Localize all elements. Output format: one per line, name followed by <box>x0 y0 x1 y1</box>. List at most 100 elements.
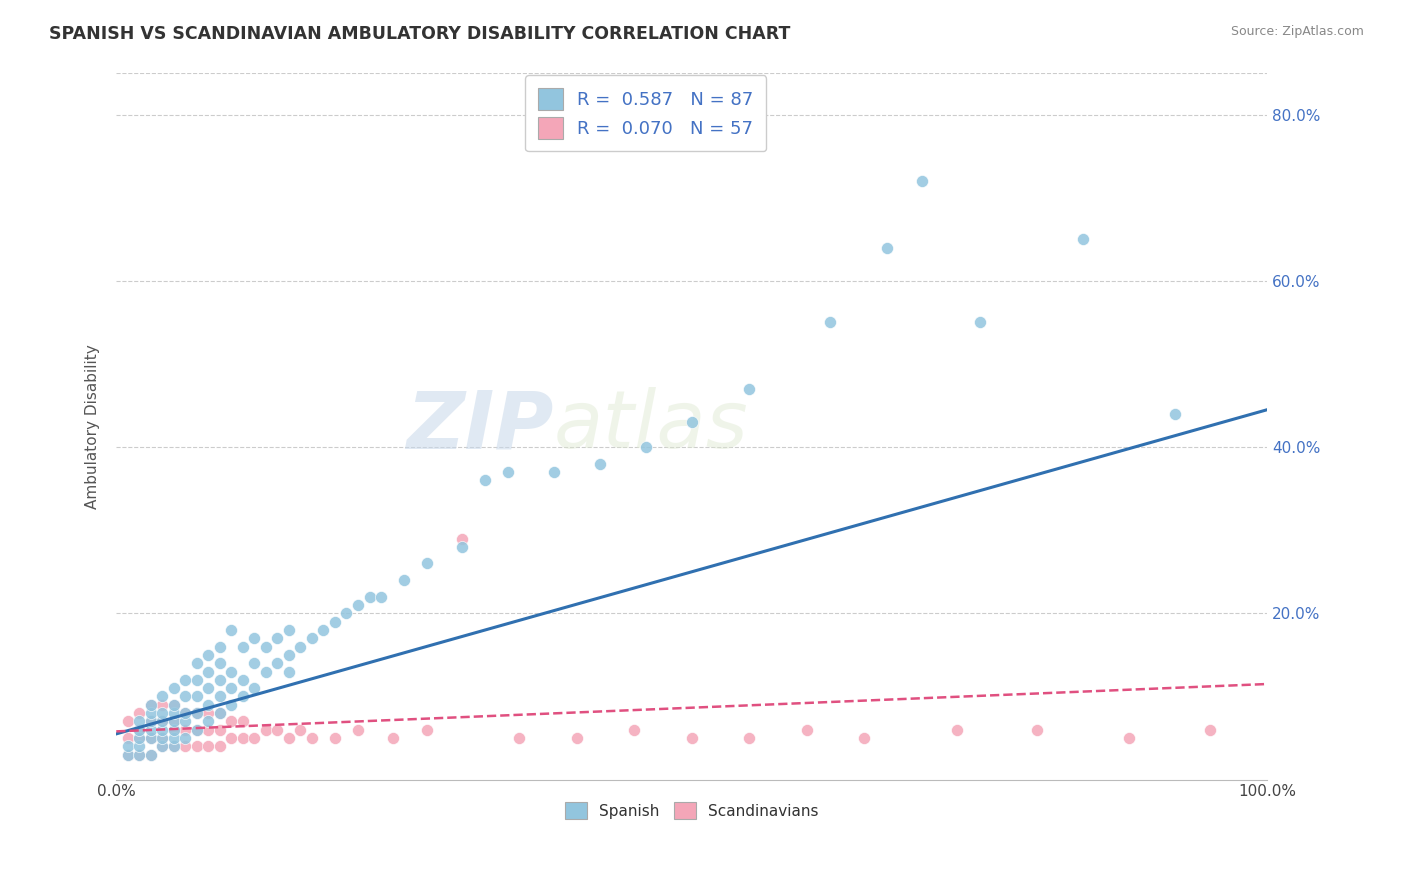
Text: ZIP: ZIP <box>406 387 554 466</box>
Point <box>392 573 415 587</box>
Point <box>139 747 162 762</box>
Point <box>208 690 231 704</box>
Point <box>277 665 299 679</box>
Point <box>163 723 186 737</box>
Point <box>543 465 565 479</box>
Point <box>128 739 150 754</box>
Point <box>163 714 186 729</box>
Point <box>347 723 370 737</box>
Point <box>163 723 186 737</box>
Point <box>197 648 219 662</box>
Point <box>186 723 208 737</box>
Point <box>186 723 208 737</box>
Point <box>232 640 254 654</box>
Point <box>370 590 392 604</box>
Point <box>174 723 197 737</box>
Point <box>163 698 186 712</box>
Point <box>359 590 381 604</box>
Point <box>301 731 323 745</box>
Point <box>117 747 139 762</box>
Point <box>197 706 219 720</box>
Point <box>208 739 231 754</box>
Point <box>163 706 186 720</box>
Point <box>416 723 439 737</box>
Point <box>150 731 173 745</box>
Point <box>208 706 231 720</box>
Point <box>163 698 186 712</box>
Point <box>197 714 219 729</box>
Point <box>139 731 162 745</box>
Point <box>197 681 219 695</box>
Point <box>139 706 162 720</box>
Point <box>150 690 173 704</box>
Point <box>139 714 162 729</box>
Point <box>450 540 472 554</box>
Point <box>243 657 266 671</box>
Point <box>818 315 841 329</box>
Point <box>232 731 254 745</box>
Point <box>139 714 162 729</box>
Point <box>128 714 150 729</box>
Point <box>208 723 231 737</box>
Point <box>474 473 496 487</box>
Point <box>117 747 139 762</box>
Point <box>128 747 150 762</box>
Point <box>150 706 173 720</box>
Point <box>290 640 312 654</box>
Point <box>323 615 346 629</box>
Point <box>186 739 208 754</box>
Point <box>277 731 299 745</box>
Point <box>634 440 657 454</box>
Point <box>738 382 761 396</box>
Point <box>232 690 254 704</box>
Point <box>232 714 254 729</box>
Point <box>128 723 150 737</box>
Point <box>853 731 876 745</box>
Point <box>1164 407 1187 421</box>
Point <box>876 241 898 255</box>
Point <box>335 607 357 621</box>
Text: Source: ZipAtlas.com: Source: ZipAtlas.com <box>1230 25 1364 38</box>
Point <box>796 723 818 737</box>
Point <box>150 723 173 737</box>
Point <box>174 706 197 720</box>
Point <box>323 731 346 745</box>
Point <box>290 723 312 737</box>
Point <box>128 731 150 745</box>
Point <box>416 557 439 571</box>
Point <box>312 623 335 637</box>
Point <box>150 714 173 729</box>
Point <box>208 706 231 720</box>
Point <box>221 698 243 712</box>
Point <box>1071 232 1094 246</box>
Point <box>174 739 197 754</box>
Point <box>681 415 703 429</box>
Point <box>128 706 150 720</box>
Point <box>496 465 519 479</box>
Point <box>301 632 323 646</box>
Point <box>186 673 208 687</box>
Text: atlas: atlas <box>554 387 748 466</box>
Point <box>1118 731 1140 745</box>
Point <box>150 714 173 729</box>
Point <box>623 723 645 737</box>
Point <box>221 714 243 729</box>
Point <box>128 731 150 745</box>
Point <box>150 739 173 754</box>
Y-axis label: Ambulatory Disability: Ambulatory Disability <box>86 344 100 508</box>
Text: SPANISH VS SCANDINAVIAN AMBULATORY DISABILITY CORRELATION CHART: SPANISH VS SCANDINAVIAN AMBULATORY DISAB… <box>49 25 790 43</box>
Point <box>277 623 299 637</box>
Point <box>128 747 150 762</box>
Point <box>117 714 139 729</box>
Point <box>139 747 162 762</box>
Point <box>254 723 277 737</box>
Point <box>738 731 761 745</box>
Point <box>174 673 197 687</box>
Point <box>911 174 934 188</box>
Point <box>174 731 197 745</box>
Point <box>139 698 162 712</box>
Legend: Spanish, Scandinavians: Spanish, Scandinavians <box>560 796 824 825</box>
Point <box>221 731 243 745</box>
Point <box>163 731 186 745</box>
Point <box>197 698 219 712</box>
